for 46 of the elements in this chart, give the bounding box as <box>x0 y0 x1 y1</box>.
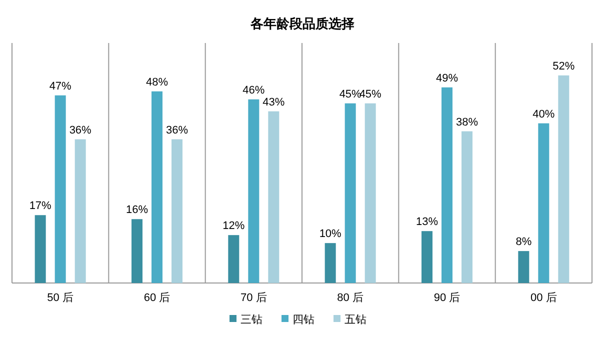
data-label: 43% <box>262 96 285 108</box>
bar <box>442 87 452 283</box>
data-label: 38% <box>456 116 478 128</box>
data-label: 13% <box>416 216 438 228</box>
bar <box>268 111 280 283</box>
data-label: 17% <box>29 200 52 212</box>
bar <box>344 103 356 283</box>
bar <box>152 91 162 283</box>
data-label: 46% <box>242 84 265 96</box>
bar <box>74 139 86 283</box>
data-label: 36% <box>69 124 92 136</box>
x-tick-label: 90 后 <box>434 291 460 304</box>
data-label: 45% <box>339 88 362 100</box>
data-label: 49% <box>436 72 458 84</box>
data-label: 48% <box>146 76 168 88</box>
data-label: 16% <box>126 204 148 216</box>
legend-label: 三钻 <box>240 314 262 326</box>
x-tick-label: 80 后 <box>337 291 364 304</box>
bar <box>54 95 66 283</box>
x-tick-label: 70 后 <box>240 291 267 304</box>
x-tick-label: 50 后 <box>47 291 74 304</box>
data-label: 47% <box>49 80 72 92</box>
bar <box>172 139 182 283</box>
bar <box>518 251 530 283</box>
x-tick-label: 00 后 <box>530 291 557 304</box>
bar <box>538 123 550 283</box>
bar <box>132 219 142 283</box>
bar <box>364 103 376 283</box>
bar <box>558 75 570 283</box>
data-label: 40% <box>532 108 555 120</box>
bar <box>422 231 432 283</box>
data-label: 45% <box>359 88 382 100</box>
x-tick-label: 60 后 <box>144 291 170 304</box>
legend-label: 四钻 <box>292 314 314 326</box>
data-label: 10% <box>319 228 342 240</box>
bar <box>248 99 260 283</box>
bar <box>324 243 336 283</box>
legend-label: 五钻 <box>344 314 366 326</box>
data-label: 8% <box>516 236 532 248</box>
bar <box>462 131 472 283</box>
data-label: 12% <box>222 220 245 232</box>
bar <box>34 215 46 283</box>
data-label: 36% <box>166 124 188 136</box>
data-label: 52% <box>552 60 575 72</box>
chart-title: 各年龄段品质选择 <box>250 16 354 31</box>
bar <box>228 235 240 283</box>
